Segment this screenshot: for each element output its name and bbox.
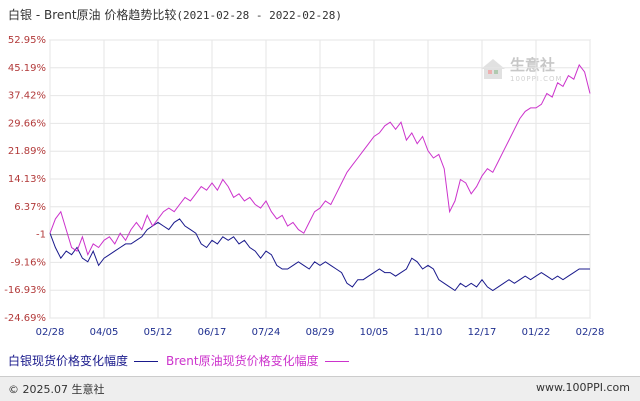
x-tick-label: 12/17: [468, 327, 497, 338]
series-layer: [49, 63, 591, 292]
chart-title-text: 白银 - Brent原油 价格趋势比较: [8, 8, 177, 22]
y-tick-label: -1: [36, 230, 46, 241]
y-tick-label: 29.66%: [8, 118, 46, 129]
grid-layer: [49, 39, 591, 319]
y-tick-label: 45.19%: [8, 63, 46, 74]
chart-title: 白银 - Brent原油 价格趋势比较(2021-02-28 - 2022-02…: [8, 6, 342, 23]
legend-label-silver: 白银现货价格变化幅度: [8, 354, 129, 368]
y-tick-label: 14.13%: [8, 174, 46, 185]
watermark-text: 生意社: [510, 56, 556, 74]
x-tick-label: 06/17: [198, 327, 227, 338]
y-tick-label: 52.95%: [8, 35, 46, 46]
x-tick-label: 04/05: [90, 327, 119, 338]
x-axis-ticks: 02/28 04/05 05/12 06/17 07/24 08/29 10/05 11/10…: [36, 327, 605, 338]
footer-copyright: © 2025.07 生意社: [8, 383, 105, 396]
house-logo-icon: [481, 58, 505, 79]
x-tick-label: 02/28: [576, 327, 605, 338]
y-tick-label: -24.69%: [4, 313, 46, 324]
legend-swatch-silver: [134, 361, 159, 362]
x-tick-label: 10/05: [360, 327, 389, 338]
legend-swatch-brent: [324, 361, 349, 362]
chart-legend: 白银现货价格变化幅度 Brent原油现货价格变化幅度: [8, 352, 349, 369]
y-tick-label: -16.93%: [4, 285, 46, 296]
legend-item-brent: Brent原油现货价格变化幅度: [166, 352, 349, 369]
x-tick-label: 05/12: [144, 327, 173, 338]
chart-date-range: (2021-02-28 - 2022-02-28): [176, 9, 342, 22]
x-tick-label: 01/22: [522, 327, 551, 338]
legend-item-silver: 白银现货价格变化幅度: [8, 352, 159, 369]
y-tick-label: 6.37%: [14, 202, 46, 213]
x-tick-label: 02/28: [36, 327, 65, 338]
y-axis-ticks: 52.95% 45.19% 37.42% 29.66% 21.89% 14.13% 6.37…: [4, 35, 46, 324]
x-tick-label: 11/10: [414, 327, 443, 338]
line-chart: 52.95% 45.19% 37.42% 29.66% 21.89% 14.13% 6.37…: [4, 35, 605, 338]
series-line-silver: [49, 218, 590, 292]
x-tick-label: 07/24: [252, 327, 281, 338]
legend-label-brent: Brent原油现货价格变化幅度: [166, 354, 319, 368]
y-tick-label: -9.16%: [11, 257, 46, 268]
y-tick-label: 21.89%: [8, 146, 46, 157]
x-tick-label: 08/29: [306, 327, 335, 338]
y-tick-label: 37.42%: [8, 91, 46, 102]
series-line-brent: [49, 63, 591, 257]
footer-bar: © 2025.07 生意社 www.100PPI.com: [0, 376, 640, 401]
footer-site-link[interactable]: www.100PPI.com: [536, 381, 630, 394]
